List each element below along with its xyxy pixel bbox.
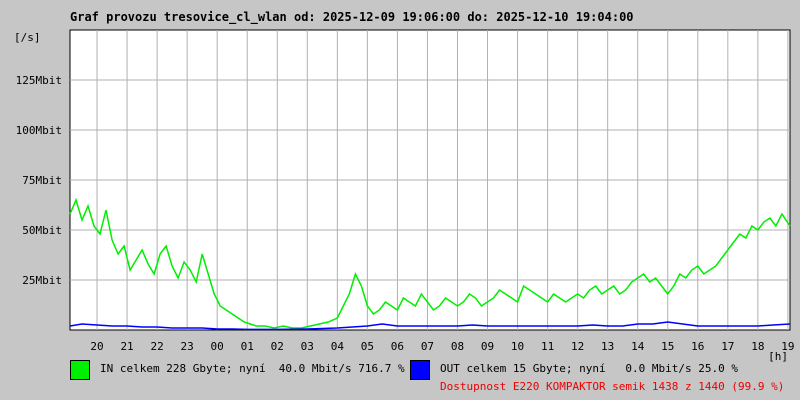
x-tick-label: 03 — [301, 340, 314, 353]
x-tick-label: 02 — [271, 340, 284, 353]
x-tick-label: 18 — [751, 340, 764, 353]
x-tick-label: 16 — [691, 340, 704, 353]
x-tick-label: 07 — [421, 340, 434, 353]
x-tick-label: 23 — [181, 340, 194, 353]
x-tick-label: 19 — [781, 340, 794, 353]
y-tick-label: 25Mbit — [22, 274, 62, 287]
x-tick-label: 06 — [391, 340, 404, 353]
x-axis-label: [h] — [768, 350, 788, 363]
x-tick-label: 10 — [511, 340, 524, 353]
x-tick-label: 15 — [661, 340, 674, 353]
y-axis-label: [/s] — [14, 31, 41, 44]
x-tick-label: 12 — [571, 340, 584, 353]
y-tick-label: 125Mbit — [16, 74, 62, 87]
x-tick-label: 09 — [481, 340, 494, 353]
chart-title: Graf provozu tresovice_cl_wlan od: 2025-… — [70, 10, 634, 24]
x-tick-label: 08 — [451, 340, 464, 353]
legend-in-swatch — [70, 360, 90, 380]
x-tick-label: 17 — [721, 340, 734, 353]
x-tick-label: 14 — [631, 340, 645, 353]
x-tick-label: 11 — [541, 340, 554, 353]
x-tick-label: 13 — [601, 340, 614, 353]
x-tick-label: 22 — [150, 340, 163, 353]
x-tick-label: 04 — [331, 340, 345, 353]
y-tick-label: 75Mbit — [22, 174, 62, 187]
availability-text: Dostupnost E220 KOMPAKTOR semik 1438 z 1… — [440, 380, 785, 393]
x-tick-label: 05 — [361, 340, 374, 353]
legend-out-text: OUT celkem 15 Gbyte; nyní 0.0 Mbit/s 25.… — [440, 362, 739, 375]
series-line-in — [69, 197, 791, 329]
x-tick-label: 00 — [211, 340, 224, 353]
x-tick-label: 01 — [241, 340, 254, 353]
y-tick-label: 50Mbit — [22, 224, 62, 237]
x-tick-label: 21 — [120, 340, 133, 353]
legend-out-swatch — [410, 360, 430, 380]
series-line-out — [69, 321, 791, 331]
y-tick-label: 100Mbit — [16, 124, 62, 137]
x-tick-label: 20 — [90, 340, 103, 353]
legend-in-text: IN celkem 228 Gbyte; nyní 40.0 Mbit/s 71… — [100, 362, 405, 375]
